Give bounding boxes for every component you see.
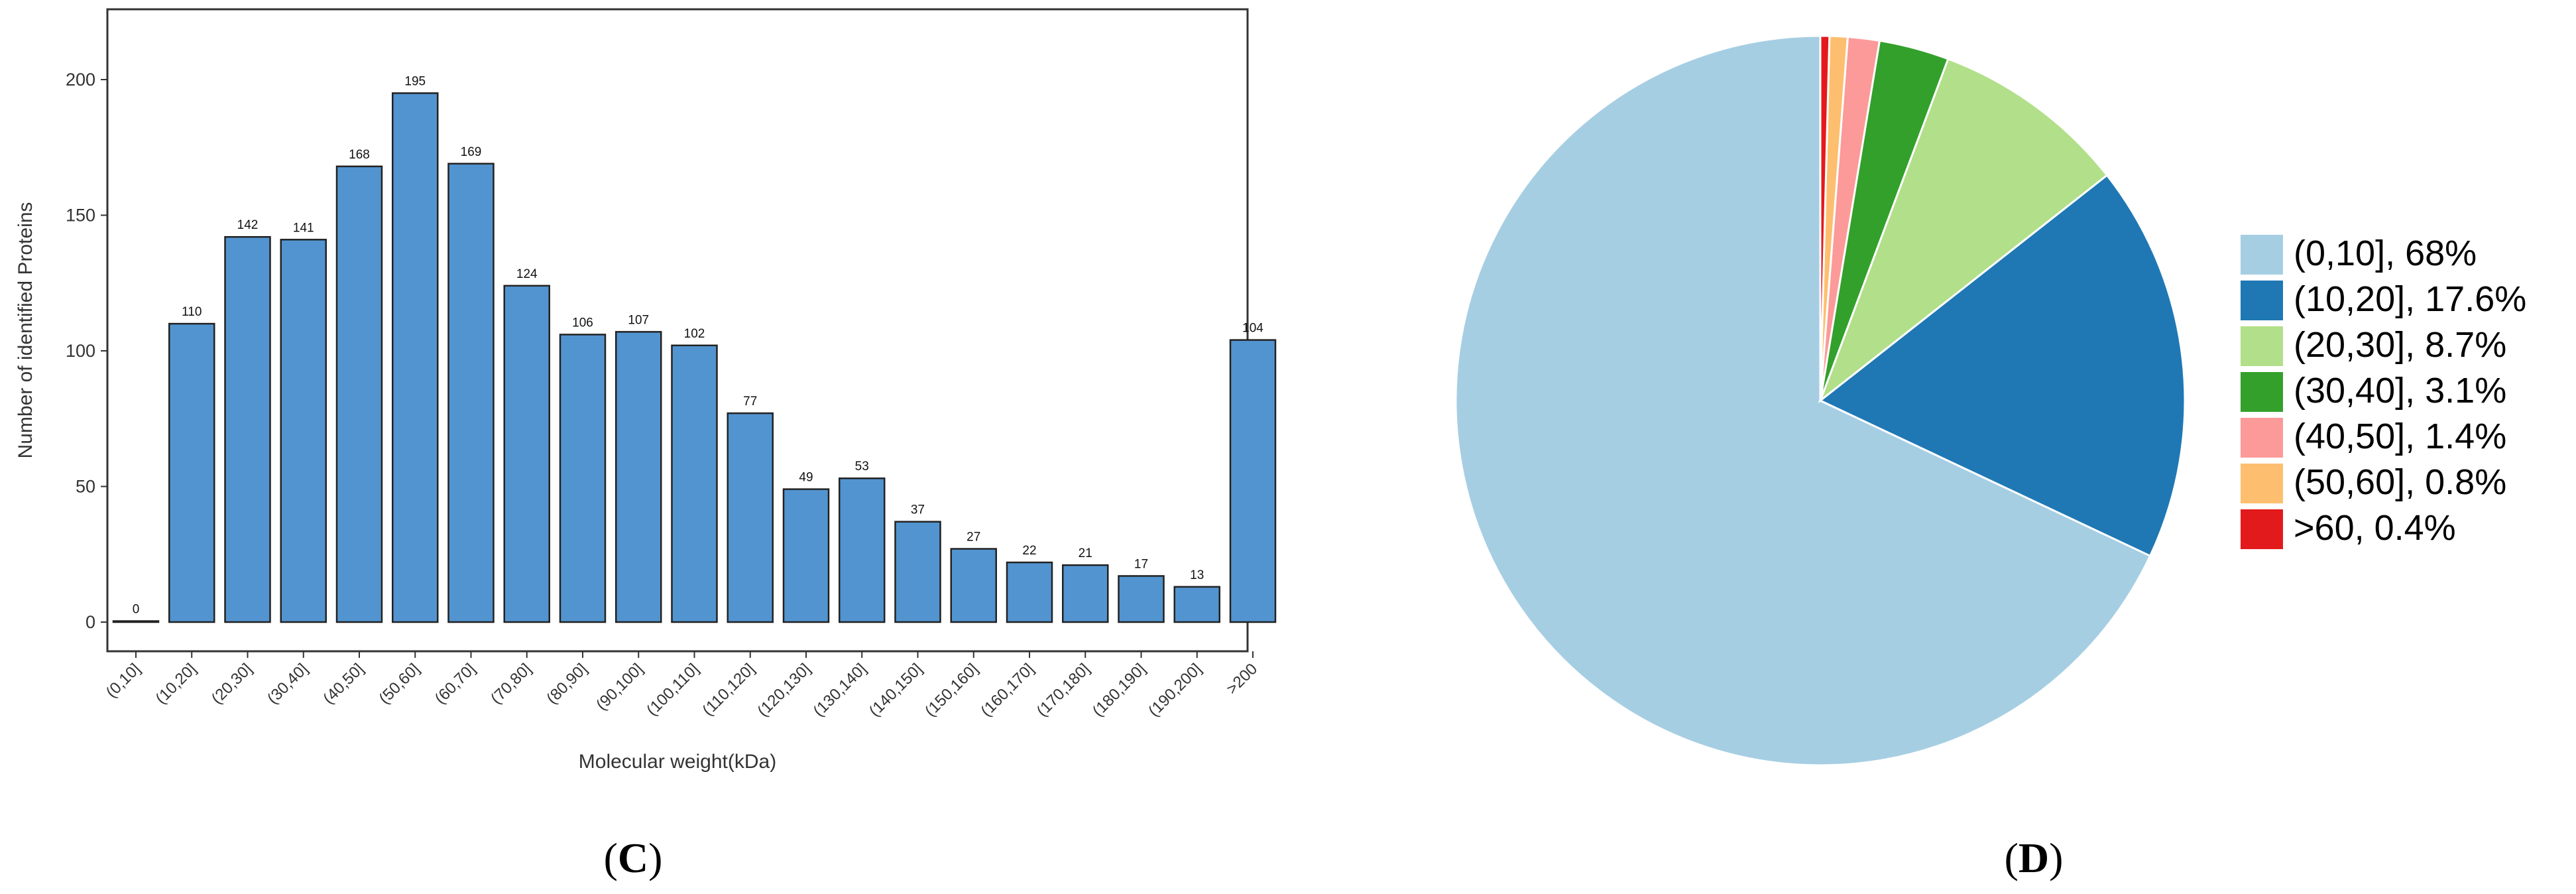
legend-label: >60, 0.4% [2294, 508, 2456, 548]
bar [168, 322, 215, 623]
bar-value-label: 53 [855, 460, 869, 474]
bar-value-label: 124 [516, 267, 538, 281]
bar [1118, 575, 1165, 623]
bar [615, 331, 662, 623]
bar [335, 165, 383, 623]
bar [392, 92, 439, 623]
bar [559, 334, 607, 623]
bar-value-label: 37 [911, 503, 925, 517]
x-tick-label: (130,140] [810, 660, 870, 720]
bar [950, 548, 997, 623]
x-tick-label: (190,200] [1145, 660, 1205, 720]
x-tick-label: (150,160] [921, 660, 982, 720]
x-tick-label: (170,180] [1033, 660, 1094, 720]
legend-label: (40,50], 1.4% [2294, 416, 2506, 456]
y-tick-label: 0 [86, 612, 95, 632]
x-tick-label: (120,130] [754, 660, 814, 720]
bar [727, 412, 774, 623]
legend-swatch [2241, 464, 2283, 503]
legend-swatch [2241, 235, 2283, 275]
legend-label: (30,40], 3.1% [2294, 371, 2506, 411]
y-tick-label: 50 [76, 477, 95, 497]
x-axis-title: Molecular weight(kDa) [579, 751, 776, 773]
x-tick-label: (100,110] [643, 660, 703, 720]
x-tick-label: (40,50] [320, 660, 367, 708]
bar-value-label: 22 [1022, 544, 1036, 558]
y-tick-label: 100 [66, 341, 95, 361]
bar [894, 521, 941, 623]
bar-value-label: 110 [182, 305, 202, 319]
pie-slice [1819, 34, 1831, 401]
bar [280, 239, 327, 623]
x-tick-label: >200 [1223, 660, 1261, 698]
bar-value-label: 142 [237, 218, 259, 232]
bar [224, 235, 271, 623]
legend-label: (10,20], 17.6% [2294, 279, 2526, 319]
x-tick-label: (0,10] [103, 660, 144, 701]
bar [503, 285, 550, 623]
bar [839, 477, 886, 623]
pie-chart [1454, 34, 2186, 767]
bar-value-label: 17 [1134, 557, 1148, 571]
bar-value-label: 107 [628, 313, 649, 327]
x-tick-label: (30,40] [264, 660, 312, 708]
legend-swatch [2241, 372, 2283, 412]
legend-swatch [2241, 281, 2283, 320]
bar-chart: 0 50 100 150 200 0 (0,10] 110 (10,20] 142 (20,30] 1… [15, 8, 1277, 773]
panel-label-d: (D) [2005, 834, 2064, 881]
pie-slice [1818, 57, 2109, 404]
bar-value-label: 21 [1079, 546, 1092, 560]
bar [782, 488, 830, 623]
x-tick-label: (50,60] [376, 660, 424, 708]
bar-value-label: 104 [1242, 322, 1263, 336]
x-tick-label: (10,20] [152, 660, 200, 708]
legend-swatch [2241, 326, 2283, 366]
bar [1229, 339, 1277, 623]
x-tick-label: (80,90] [543, 660, 591, 708]
legend-swatch [2241, 509, 2283, 549]
legend-swatch [2241, 418, 2283, 458]
bar-value-label: 49 [799, 471, 813, 485]
legend-label: (0,10], 68% [2294, 233, 2477, 273]
x-tick-label: (140,150] [866, 660, 926, 720]
x-tick-label: (90,100] [593, 660, 646, 714]
bar-value-label: 77 [743, 395, 757, 409]
y-axis-title: Number of identified Proteins [15, 202, 36, 459]
x-tick-label: (110,120] [699, 660, 758, 720]
pie-slice [1454, 34, 2152, 767]
bar [1062, 564, 1109, 623]
bar [671, 344, 718, 623]
bar-value-label: 13 [1190, 568, 1204, 582]
bar [1006, 561, 1053, 623]
bar-value-label: 106 [572, 316, 593, 330]
bar [447, 162, 495, 623]
legend-label: (50,60], 0.8% [2294, 462, 2506, 502]
bar [1173, 586, 1220, 623]
pie-legend: (0,10], 68% (10,20], 17.6% (20,30], 8.7% (3… [2241, 233, 2526, 549]
x-tick-label: (60,70] [432, 660, 479, 708]
panel-label-c: (C) [604, 834, 663, 881]
bar-value-label: 102 [684, 327, 705, 341]
x-tick-label: (180,190] [1089, 660, 1149, 720]
bar-value-label: 27 [966, 531, 980, 544]
plot-frame [106, 8, 1249, 653]
x-tick-label: (160,170] [977, 660, 1037, 720]
y-tick-label: 200 [66, 70, 95, 90]
y-tick-label: 150 [66, 206, 95, 225]
bar-value-label: 195 [404, 74, 426, 88]
pie-slice [1818, 174, 2186, 558]
bar-value-label: 169 [461, 145, 482, 159]
legend-label: (20,30], 8.7% [2294, 325, 2506, 365]
x-tick-label: (20,30] [208, 660, 256, 708]
bar [112, 620, 160, 623]
bar-value-label: 0 [133, 603, 140, 617]
bar-value-label: 141 [293, 221, 314, 235]
x-tick-label: (70,80] [487, 660, 535, 708]
bar-value-label: 168 [349, 148, 370, 162]
